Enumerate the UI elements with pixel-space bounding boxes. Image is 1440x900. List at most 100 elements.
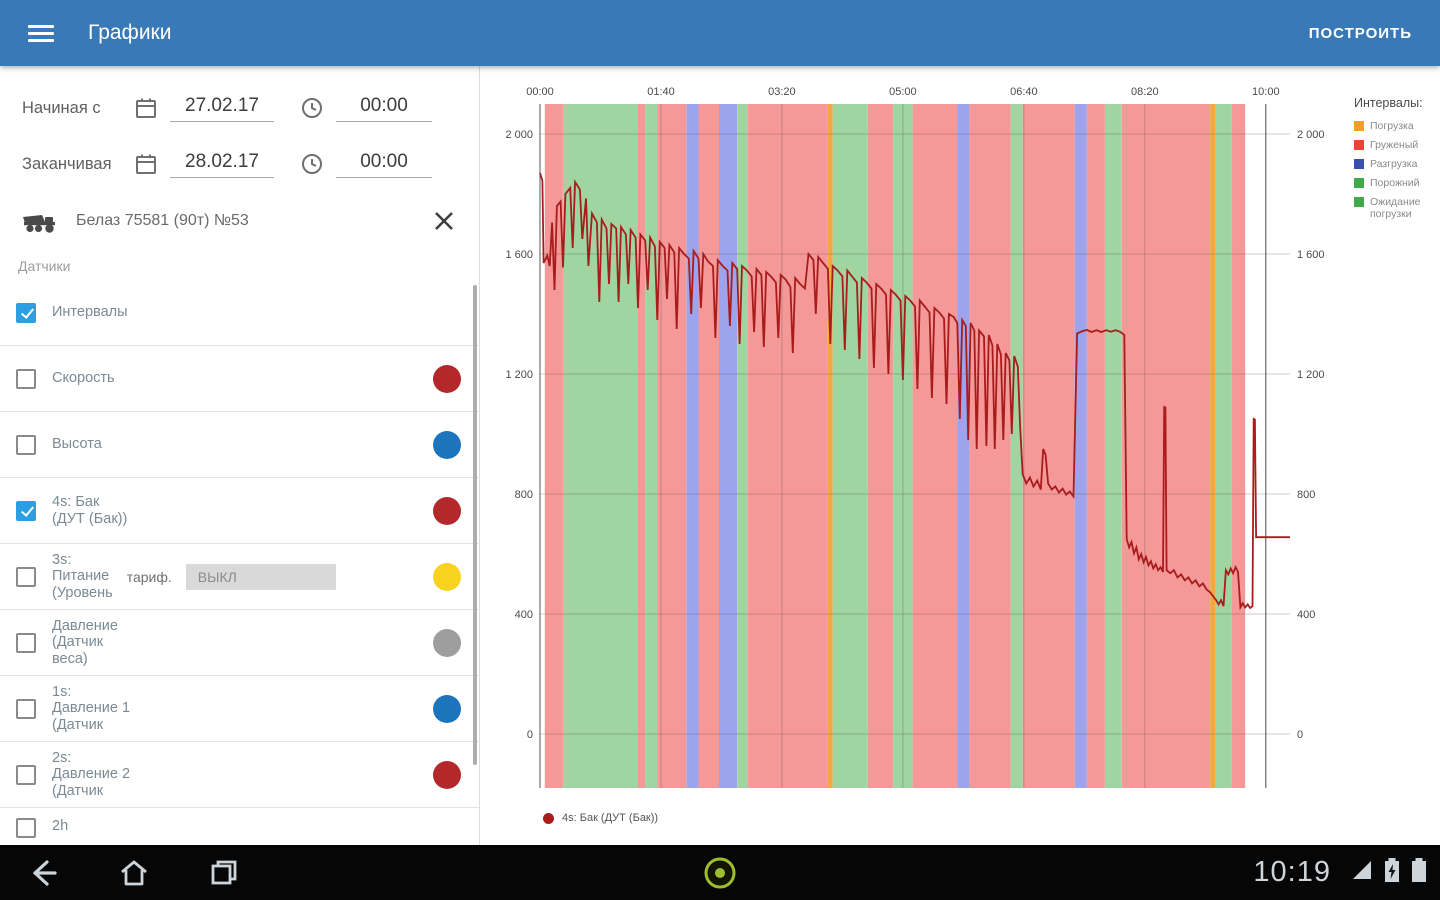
legend-color-square	[1354, 121, 1364, 131]
legend-label: Разгрузка	[1370, 158, 1418, 170]
legend-color-square	[1354, 178, 1364, 188]
legend-label: Погрузка	[1370, 120, 1414, 132]
sensor-label: 2h	[52, 818, 69, 834]
recents-icon[interactable]	[208, 858, 240, 888]
legend-color-square	[1354, 197, 1364, 207]
checkbox-checked[interactable]	[16, 302, 36, 323]
svg-text:0: 0	[527, 729, 533, 741]
checkbox-unchecked[interactable]	[16, 764, 36, 785]
sensor-color-dot[interactable]	[433, 496, 461, 525]
sidebar-scrollbar[interactable]	[473, 285, 477, 765]
page-title: Графики	[88, 21, 172, 44]
battery-charging-icon	[1383, 856, 1401, 889]
sensor-color-dot[interactable]	[433, 364, 461, 393]
svg-text:2 000: 2 000	[1297, 129, 1325, 141]
svg-text:1 600: 1 600	[505, 249, 533, 261]
vehicle-name: Белаз 75581 (90т) №53	[76, 212, 249, 229]
clock-icon[interactable]	[300, 96, 324, 120]
end-time-field[interactable]: 00:00	[336, 151, 432, 178]
sensor-label: Высота	[52, 436, 102, 453]
calendar-icon[interactable]	[134, 152, 158, 176]
start-label: Начиная с	[22, 98, 101, 117]
sensor-color-dot[interactable]	[433, 694, 461, 723]
checkbox-unchecked[interactable]	[16, 434, 36, 455]
clock-icon[interactable]	[300, 152, 324, 176]
build-button[interactable]: ПОСТРОИТЬ	[1308, 24, 1412, 42]
svg-text:0: 0	[1297, 729, 1303, 741]
sensor-color-dot[interactable]	[433, 430, 461, 459]
sensor-label: 2s: Давление 2 (Датчик	[52, 749, 131, 799]
status-clock: 10:19	[1253, 856, 1331, 888]
checkbox-checked[interactable]	[16, 500, 36, 521]
sensor-row[interactable]: 3s: Питание (Уровень тариф. ВЫКЛ	[0, 544, 479, 610]
tariff-label: тариф.	[126, 568, 172, 585]
chart-region: 00:00 01:40 03:20 05:00 06:40 08:20 10:00 0 0 400…	[480, 66, 1440, 845]
svg-text:1 200: 1 200	[505, 369, 533, 381]
interval-legend-item: Разгрузка	[1354, 158, 1440, 170]
checkbox-unchecked[interactable]	[16, 698, 36, 719]
svg-text:00:00: 00:00	[526, 86, 554, 98]
interval-legend-items: Погрузка Груженый Разгрузка Порожний Ожидани…	[1354, 120, 1440, 220]
app-bar: Графики ПОСТРОИТЬ	[0, 0, 1440, 66]
chart-canvas[interactable]: 00:00 01:40 03:20 05:00 06:40 08:20 10:00 0 0 400…	[495, 76, 1340, 806]
svg-text:10:00: 10:00	[1252, 86, 1280, 98]
menu-icon[interactable]	[28, 24, 54, 42]
series-legend-label: 4s: Бак (ДУТ (Бак))	[562, 812, 659, 824]
sensor-label: 3s: Питание (Уровень	[52, 551, 113, 601]
svg-text:800: 800	[515, 489, 533, 501]
svg-text:08:20: 08:20	[1131, 86, 1159, 98]
sensor-row[interactable]: Высота	[0, 412, 479, 478]
series-legend: 4s: Бак (ДУТ (Бак))	[543, 812, 1340, 824]
sensor-label: Скорость	[52, 370, 115, 387]
sensor-label: 4s: Бак (ДУТ (Бак))	[52, 494, 128, 527]
interval-legend-item: Груженый	[1354, 139, 1440, 151]
android-navbar: 10:19	[0, 845, 1440, 900]
series-color-dot	[543, 812, 554, 824]
end-date-field[interactable]: 28.02.17	[170, 151, 274, 178]
sensor-color-dot[interactable]	[433, 628, 461, 657]
sensor-label: 1s: Давление 1 (Датчик	[52, 683, 131, 733]
sensor-color-dot[interactable]	[433, 562, 461, 591]
legend-label: Порожний	[1370, 177, 1420, 189]
interval-legend-item: Порожний	[1354, 177, 1440, 189]
interval-legend-item: Погрузка	[1354, 120, 1440, 132]
home-icon[interactable]	[118, 858, 150, 888]
svg-text:800: 800	[1297, 489, 1315, 501]
svg-text:01:40: 01:40	[647, 86, 675, 98]
vehicle-row[interactable]: Белаз 75581 (90т) №53	[0, 192, 479, 250]
sensor-label: Давление (Датчик веса)	[52, 617, 118, 667]
sensor-row[interactable]: Скорость	[0, 346, 479, 412]
start-time-field[interactable]: 00:00	[336, 95, 432, 122]
end-label: Заканчивая	[22, 154, 112, 173]
calendar-icon[interactable]	[134, 96, 158, 120]
sensor-row[interactable]: 2h	[0, 808, 479, 845]
checkbox-unchecked[interactable]	[16, 566, 36, 587]
svg-text:2 000: 2 000	[505, 129, 533, 141]
sensor-row[interactable]: Давление (Датчик веса)	[0, 610, 479, 676]
svg-text:400: 400	[1297, 609, 1315, 621]
checkbox-unchecked[interactable]	[16, 632, 36, 653]
legend-label: Груженый	[1370, 139, 1419, 151]
interval-legend: Интервалы: Погрузка Груженый Разгрузка Поро…	[1354, 96, 1440, 845]
sensor-row[interactable]: 4s: Бак (ДУТ (Бак))	[0, 478, 479, 544]
back-icon[interactable]	[28, 858, 60, 888]
filters-sidebar: Начиная с 27.02.17 00:00 Заканчивая 28.0…	[0, 66, 480, 845]
checkbox-unchecked[interactable]	[16, 818, 36, 838]
tariff-toggle-button[interactable]: ВЫКЛ	[185, 563, 336, 590]
interval-legend-item: Ожидание погрузки	[1354, 196, 1440, 220]
sensor-row[interactable]: 1s: Давление 1 (Датчик	[0, 676, 479, 742]
svg-text:1 200: 1 200	[1297, 369, 1325, 381]
interval-legend-title: Интервалы:	[1354, 96, 1423, 110]
sensor-label: Интервалы	[52, 304, 128, 321]
start-date-field[interactable]: 27.02.17	[170, 95, 274, 122]
record-indicator-icon[interactable]	[702, 855, 738, 891]
sensor-row[interactable]: Интервалы	[0, 280, 479, 346]
chart-wrap: 00:00 01:40 03:20 05:00 06:40 08:20 10:00 0 0 400…	[495, 76, 1340, 845]
close-icon[interactable]	[431, 208, 457, 234]
sensor-row[interactable]: 2s: Давление 2 (Датчик	[0, 742, 479, 808]
sensor-color-dot[interactable]	[433, 760, 461, 789]
wifi-icon	[1350, 858, 1374, 887]
checkbox-unchecked[interactable]	[16, 368, 36, 389]
battery-icon	[1410, 856, 1428, 889]
